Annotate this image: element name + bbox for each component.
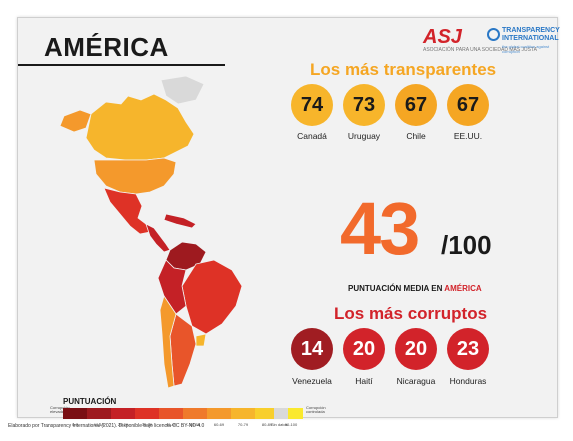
map-uruguay xyxy=(195,333,207,347)
legend-swatch xyxy=(111,408,135,419)
most-corrupt-title: Los más corruptos xyxy=(334,304,488,323)
legend-color-bar xyxy=(63,408,303,419)
legend-swatch xyxy=(135,408,159,419)
most_corrupt-score-circle: 20 xyxy=(343,328,385,370)
legend-tick-label: 60-69 xyxy=(213,422,225,427)
legend-ticks: 0-9 10-19 20-29 30-39 40-49 50-59 60-69 70-79 80… xyxy=(63,422,303,427)
most_transparent-country-label: Chile xyxy=(406,131,426,141)
most_corrupt-country-label: Nicaragua xyxy=(396,376,436,386)
most_transparent-score-circle: 74 xyxy=(291,84,333,126)
legend-no-data-swatch xyxy=(274,408,288,419)
legend-right-label: Corrupción controlada xyxy=(306,405,326,414)
average-label-prefix: PUNTUACIÓN MEDIA EN xyxy=(348,284,445,293)
legend-left-label: Corrupción elevada xyxy=(50,405,70,414)
most_transparent-country-label: Uruguay xyxy=(347,131,381,141)
title-underline xyxy=(18,64,225,66)
map-central-america xyxy=(145,223,171,253)
legend-tick-label: 70-79 xyxy=(237,422,249,427)
globe-icon xyxy=(487,28,500,41)
legend-tick-label: 10-19 xyxy=(93,422,105,427)
legend-tick-label: 0-9 xyxy=(72,422,78,427)
most_corrupt-score-circle: 20 xyxy=(395,328,437,370)
legend-swatch xyxy=(231,408,255,419)
most_transparent-country-label: EE.UU. xyxy=(453,131,483,141)
most_corrupt-country-label: Venezuela xyxy=(292,376,332,386)
legend-swatch xyxy=(183,408,207,419)
americas-map xyxy=(59,75,243,389)
map-usa xyxy=(93,157,177,195)
map-greenland xyxy=(160,75,205,105)
legend-swatch xyxy=(87,408,111,419)
asj-logo-subtitle: ASOCIACIÓN PARA UNA SOCIEDAD MÁS JUSTA xyxy=(423,47,538,53)
most_corrupt-score-circle: 23 xyxy=(447,328,489,370)
legend-swatch xyxy=(63,408,87,419)
average-label-region: AMÉRICA xyxy=(444,284,482,293)
most_transparent-score-circle: 67 xyxy=(395,84,437,126)
page-title: AMÉRICA xyxy=(44,32,169,62)
map-caribbean xyxy=(163,213,197,229)
footer-credit: Elaborado por Transparency International… xyxy=(8,423,205,429)
most_transparent-score-circle: 67 xyxy=(447,84,489,126)
map-brazil xyxy=(181,259,243,335)
map-alaska xyxy=(59,109,92,133)
average-score: 43 xyxy=(340,187,420,270)
legend-tick-label: 90-100 xyxy=(284,422,298,427)
legend-swatch xyxy=(279,408,303,419)
legend-tick-label: 30-39 xyxy=(141,422,153,427)
average-label: PUNTUACIÓN MEDIA EN AMÉRICA xyxy=(348,284,482,293)
ti-logo-subtitle: the global coalition against corruption xyxy=(502,44,550,54)
map-chile xyxy=(159,295,177,389)
legend-tick-label: 40-49 xyxy=(165,422,177,427)
legend-title: PUNTUACIÓN xyxy=(63,397,117,406)
legend-tick-label: 50-59 xyxy=(189,422,201,427)
map-canada xyxy=(85,93,195,161)
most_corrupt-country-label: Haití xyxy=(355,376,373,386)
legend-no-data-label: Sin datos xyxy=(271,422,288,427)
legend-swatch xyxy=(159,408,183,419)
legend-swatch xyxy=(207,408,231,419)
legend-swatch xyxy=(255,408,279,419)
most_transparent-country-label: Canadá xyxy=(297,131,327,141)
ti-logo: TRANSPARENCY INTERNATIONAL xyxy=(502,27,560,42)
map-mexico xyxy=(103,187,151,235)
most_corrupt-score-circle: 14 xyxy=(291,328,333,370)
average-denominator: /100 xyxy=(441,230,492,260)
most_transparent-score-circle: 73 xyxy=(343,84,385,126)
infographic-card: AMÉRICA ASJ ASOCIACIÓN PARA UNA SOCIEDAD… xyxy=(17,17,560,427)
most_corrupt-country-label: Honduras xyxy=(449,376,487,386)
legend-tick-label: 20-29 xyxy=(117,422,129,427)
legend-tick-label: 80-89 xyxy=(261,422,273,427)
map-peru-bolivia xyxy=(157,259,187,315)
most-transparent-title: Los más transparentes xyxy=(310,60,497,79)
asj-logo: ASJ xyxy=(423,26,462,48)
